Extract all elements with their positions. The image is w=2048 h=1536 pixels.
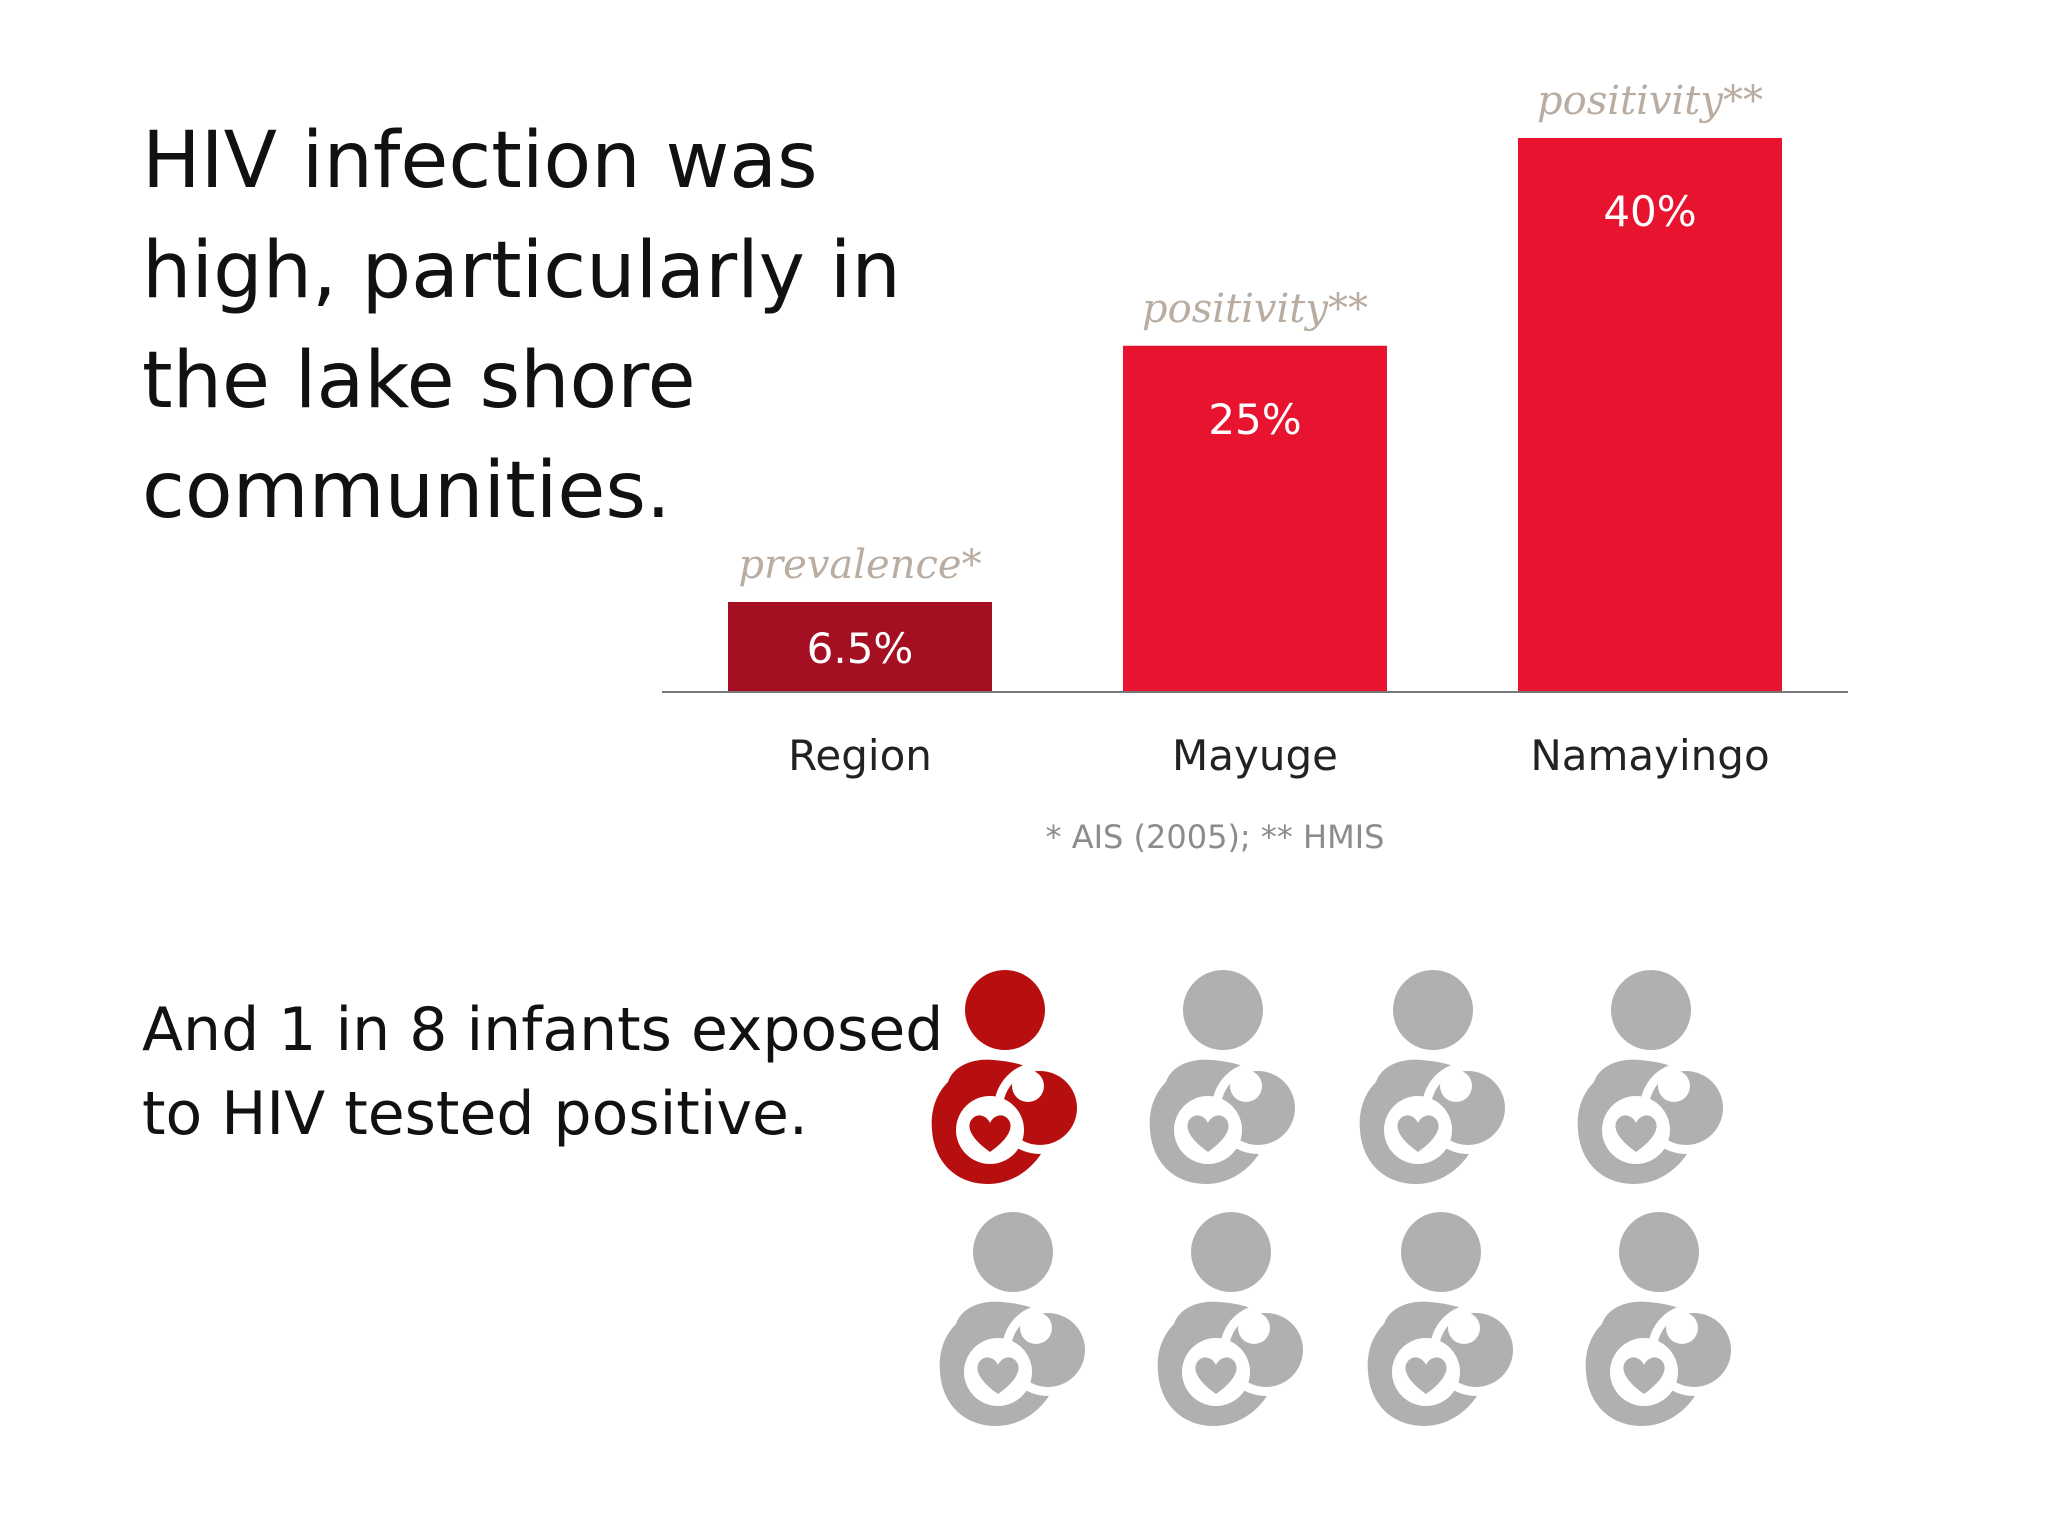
value-label-namayingo: 40% (1603, 187, 1696, 236)
bar-mayuge (1123, 345, 1387, 692)
annotation-region: prevalence* (738, 542, 981, 588)
headline-line-2: high, particularly in (142, 226, 901, 316)
infant-statement-line-1: And 1 in 8 infants exposed (142, 995, 944, 1065)
bar-region (728, 601, 992, 692)
category-label-namayingo: Namayingo (1530, 731, 1769, 780)
mother-infant-icon (938, 1212, 1108, 1442)
category-label-mayuge: Mayuge (1172, 731, 1338, 780)
infant-statement: And 1 in 8 infants exposed to HIV tested… (142, 988, 944, 1156)
annotation-namayingo: positivity** (1537, 78, 1763, 124)
mother-infant-icon-positive (930, 970, 1100, 1200)
hiv-bar-chart: 6.5% prevalence* Region 25% positivity** Mayu… (662, 78, 1848, 856)
mother-infant-icon (1366, 1212, 1536, 1442)
headline-line-4: communities. (142, 446, 671, 536)
annotation-mayuge: positivity** (1142, 286, 1368, 332)
chart-footnote: * AIS (2005); ** HMIS (1046, 818, 1385, 856)
headline-line-1: HIV infection was (142, 116, 818, 206)
mother-infant-icon (1156, 1212, 1326, 1442)
mother-infant-icon (1576, 970, 1746, 1200)
infant-statement-line-2: to HIV tested positive. (142, 1079, 808, 1149)
value-label-mayuge: 25% (1208, 395, 1301, 444)
bar-namayingo (1518, 138, 1782, 692)
headline-line-3: the lake shore (142, 336, 696, 426)
mother-infant-icon (1584, 1212, 1754, 1442)
value-label-region: 6.5% (807, 624, 914, 673)
headline: HIV infection was high, particularly in … (142, 106, 902, 546)
category-label-region: Region (788, 731, 932, 780)
mother-infant-icon (1358, 970, 1528, 1200)
mother-infant-icon (1148, 970, 1318, 1200)
